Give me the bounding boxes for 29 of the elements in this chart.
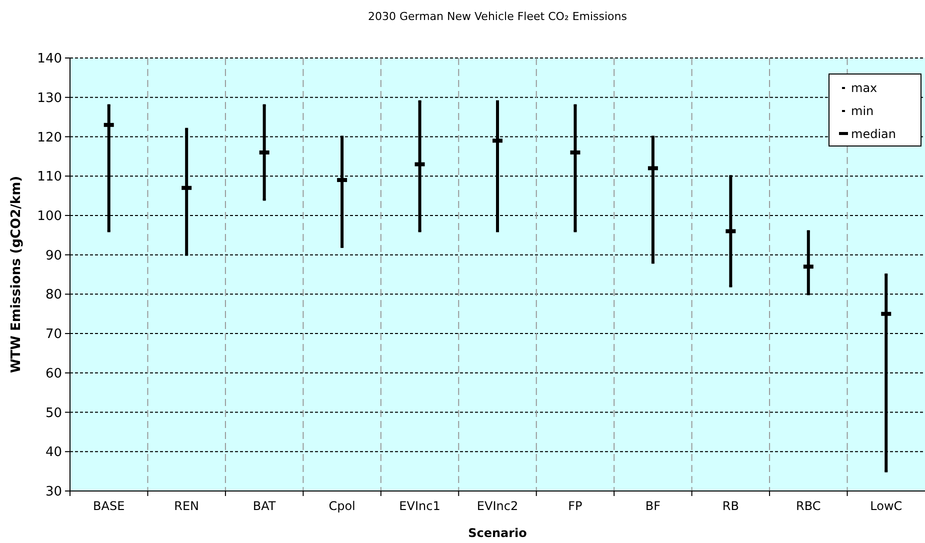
y-tick-label: 100 [37,209,62,224]
chart-title: 2030 German New Vehicle Fleet CO₂ Emissions [368,10,628,23]
x-axis-title: Scenario [468,526,527,540]
y-tick-label: 80 [45,288,62,303]
y-tick-label: 50 [45,406,62,421]
x-tick-label: Cpol [328,499,356,513]
x-tick-label: FP [568,499,582,513]
x-tick-label: EVInc2 [476,499,518,513]
legend-label: median [851,127,896,142]
legend-label: min [851,104,874,118]
x-tick-label: LowC [870,499,902,513]
x-tick-label: BASE [93,499,125,513]
y-axis-title: WTW Emissions (gCO2/km) [9,176,24,374]
y-tick-label: 40 [45,445,62,460]
y-tick-label: 90 [45,248,62,264]
y-tick-label: 130 [37,90,62,106]
x-tick-label: RB [722,499,739,513]
y-tick-label: 70 [45,327,62,342]
y-tick-label: 30 [45,484,62,500]
x-tick-label: BF [645,499,661,513]
x-tick-label: REN [174,499,200,513]
y-tick-label: 60 [45,366,62,382]
x-tick-label: RBC [796,499,821,513]
x-tick-label: BAT [252,499,276,513]
x-tick-label: EVInc1 [399,499,440,513]
y-tick-label: 120 [37,130,62,146]
y-tick-label: 110 [37,170,62,185]
y-tick-label: 140 [37,52,62,67]
legend-label: max [851,81,878,96]
